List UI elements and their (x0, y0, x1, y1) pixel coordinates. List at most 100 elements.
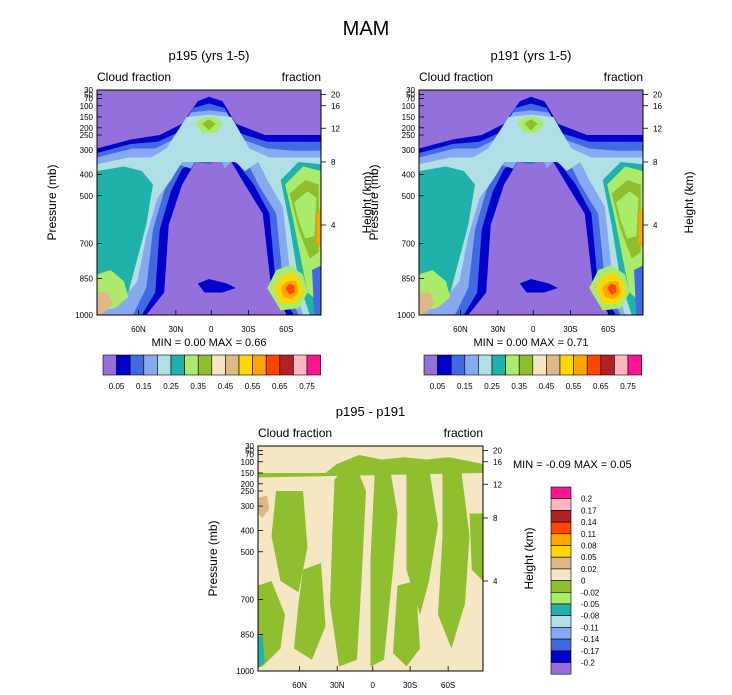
y-right-tick-label: 8 (653, 158, 658, 167)
colorbar-label: 0.15 (136, 382, 152, 391)
colorbar-label: 0.55 (245, 382, 261, 391)
y-axis-label: Pressure (mb) (367, 164, 381, 240)
colorbar-box (102, 354, 117, 376)
y-tick-label: 400 (241, 527, 255, 536)
colorbar-box (423, 354, 438, 376)
contour-band-0.3-north (419, 166, 475, 297)
colorbar-label: -0.2 (581, 659, 595, 668)
x-tick-label: 60N (292, 681, 307, 690)
colorbar-label: -0.05 (581, 600, 600, 609)
y-right-tick-label: 4 (493, 577, 498, 586)
y-tick-label: 100 (80, 102, 94, 111)
neg-patch-1 (271, 491, 308, 593)
y-tick-label: 850 (402, 275, 416, 284)
colorbar-label: 0.05 (430, 382, 446, 391)
y-tick-label: 250 (402, 131, 416, 140)
y-tick-label: 1000 (75, 311, 93, 320)
contour-band-0.45-south (294, 191, 317, 239)
colorbar-box (550, 545, 572, 558)
x-tick-label: 60N (453, 325, 468, 334)
colorbar-box (225, 354, 240, 376)
colorbar-label: 0.15 (457, 382, 473, 391)
colorbar-box (550, 627, 572, 640)
page-title: MAM (342, 18, 390, 40)
y-tick-label: 50 (84, 91, 93, 100)
colorbar-box (478, 354, 493, 376)
colorbar-box (550, 591, 572, 605)
x-tick-label: 0 (531, 325, 536, 334)
colorbar-box (600, 354, 615, 376)
min-max-text: MIN = 0.00 MAX = 0.71 (474, 337, 589, 349)
y-right-tick-label: 12 (331, 124, 340, 133)
tropical-upper-core-inner (202, 119, 216, 131)
y-tick-label: 300 (402, 146, 416, 155)
y-tick-label: 250 (241, 487, 255, 496)
colorbar-label: 0 (581, 577, 586, 586)
low-cloud-band-0.6 (285, 283, 295, 295)
y-tick-label: 70 (84, 95, 93, 104)
colorbar-box (550, 603, 572, 616)
y-right-tick-label: 20 (493, 447, 502, 456)
colorbar-box (279, 354, 294, 376)
y-axis-right-label: Height (km) (682, 171, 696, 233)
neg-patch-2 (294, 563, 326, 660)
y-tick-label: 700 (402, 239, 416, 248)
colorbar-label: -0.08 (581, 612, 600, 621)
x-tick-label: 30S (241, 325, 255, 334)
y-right-tick-label: 12 (493, 480, 502, 489)
y-tick-label: 700 (80, 239, 94, 248)
y-tick-label: 150 (402, 113, 416, 122)
colorbar-box (550, 556, 572, 570)
x-tick-label: 30S (563, 325, 577, 334)
y-tick-label: 400 (80, 171, 94, 180)
x-tick-label: 30N (169, 325, 184, 334)
y-tick-label: 50 (406, 91, 415, 100)
colorbar-box (627, 354, 642, 376)
y-axis-right-label: Height (km) (522, 527, 536, 589)
colorbar-label: 0.55 (566, 382, 582, 391)
y-right-tick-label: 8 (493, 514, 498, 523)
y-tick-label: 70 (245, 451, 254, 460)
colorbar-label: 0.75 (620, 382, 636, 391)
y-tick-label: 700 (241, 595, 255, 604)
colorbar-box (129, 354, 145, 376)
min-max-text: MIN = -0.09 MAX = 0.05 (513, 459, 632, 471)
colorbar-box (546, 354, 561, 376)
colorbar-box (614, 354, 629, 376)
colorbar-box (252, 354, 267, 376)
neg-patch-6 (438, 457, 470, 649)
colorbar-box (464, 354, 479, 376)
low-cloud-band-0.6 (607, 283, 617, 295)
y-tick-label: 200 (402, 124, 416, 133)
colorbar-box (306, 354, 321, 376)
colorbar-label: 0.35 (190, 382, 206, 391)
x-tick-label: 60N (131, 325, 146, 334)
y-tick-label: 1000 (236, 667, 254, 676)
colorbar-box (586, 354, 602, 376)
colorbar-label: -0.11 (581, 623, 599, 632)
colorbar-box (550, 568, 572, 581)
colorbar-box (197, 354, 213, 376)
neg-patch-9 (469, 513, 483, 581)
x-tick-label: 0 (209, 325, 214, 334)
colorbar-box (559, 354, 574, 376)
difference-field (258, 446, 483, 671)
colorbar-box (550, 486, 572, 499)
colorbar-label: 0.35 (511, 382, 527, 391)
x-tick-label: 60S (441, 681, 455, 690)
x-tick-label: 60S (279, 325, 293, 334)
colorbar-box (450, 354, 466, 376)
y-tick-label: 200 (80, 124, 94, 133)
neg-patch-7 (258, 581, 285, 667)
colorbar-box (505, 354, 520, 376)
x-tick-label: 30N (330, 681, 345, 690)
y-tick-label: 100 (402, 102, 416, 111)
colorbar-box (550, 662, 572, 675)
colorbar-box (437, 354, 452, 376)
colorbar-box (518, 354, 534, 376)
y-right-tick-label: 16 (653, 102, 662, 111)
colorbar-label: 0.05 (109, 382, 125, 391)
y-right-tick-label: 4 (653, 221, 658, 230)
colorbar-label: -0.17 (581, 647, 600, 656)
